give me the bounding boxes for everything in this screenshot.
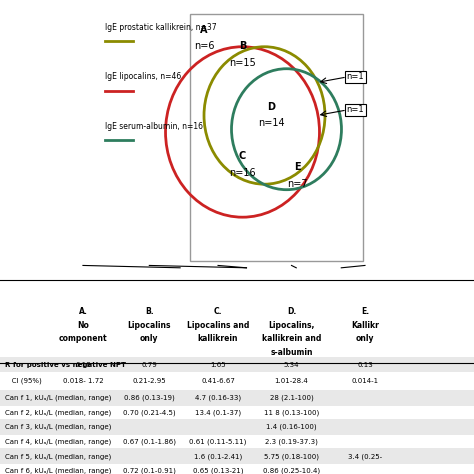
Text: 0.86 (0.13-19): 0.86 (0.13-19)	[124, 395, 175, 401]
Text: 0.79: 0.79	[141, 362, 157, 367]
Text: 13.4 (0.1-37): 13.4 (0.1-37)	[195, 409, 241, 416]
Text: A.: A.	[79, 307, 87, 316]
Text: IgE lipocalins, n=46: IgE lipocalins, n=46	[105, 73, 181, 82]
Text: C: C	[239, 152, 246, 162]
Text: 0.13: 0.13	[357, 362, 373, 367]
Text: 3.4 (0.25-: 3.4 (0.25-	[348, 453, 382, 459]
Bar	[0, 390, 474, 406]
Text: B: B	[239, 42, 246, 52]
Text: No: No	[77, 321, 89, 330]
Text: n=15: n=15	[229, 58, 256, 68]
Text: E.: E.	[361, 307, 369, 316]
Text: 0.41-6.67: 0.41-6.67	[201, 378, 235, 384]
Text: 28 (2.1-100): 28 (2.1-100)	[270, 395, 313, 401]
Text: Can f 2, kUₐ/L (median, range): Can f 2, kUₐ/L (median, range)	[5, 409, 111, 416]
Text: IgE serum-albumin, n=16: IgE serum-albumin, n=16	[105, 122, 203, 131]
Text: 0.61 (0.11-5.11): 0.61 (0.11-5.11)	[189, 438, 247, 445]
Text: 0.86 (0.25-10.4): 0.86 (0.25-10.4)	[263, 468, 320, 474]
Text: 0.72 (0.1-0.91): 0.72 (0.1-0.91)	[123, 468, 176, 474]
Text: Lipocalins and: Lipocalins and	[187, 321, 249, 330]
Text: Can f 6, kUₐ/L (median, range): Can f 6, kUₐ/L (median, range)	[5, 468, 111, 474]
Text: n=1: n=1	[346, 106, 364, 114]
Text: 2.3 (0.19-37.3): 2.3 (0.19-37.3)	[265, 438, 318, 445]
Text: 1.01-28.4: 1.01-28.4	[274, 378, 309, 384]
Text: 0.70 (0.21-4.5): 0.70 (0.21-4.5)	[123, 409, 176, 416]
Text: only: only	[356, 334, 374, 343]
Text: Lipocalins,: Lipocalins,	[268, 321, 315, 330]
Text: 5.75 (0.18-100): 5.75 (0.18-100)	[264, 453, 319, 459]
Text: C.: C.	[214, 307, 222, 316]
Bar	[0, 356, 474, 373]
Text: CI (95%): CI (95%)	[5, 378, 42, 384]
Text: Kallikr: Kallikr	[351, 321, 379, 330]
Text: 0.67 (0.1-1.86): 0.67 (0.1-1.86)	[123, 438, 176, 445]
Text: 0.014-1: 0.014-1	[351, 378, 379, 384]
Text: A: A	[200, 25, 208, 35]
Text: 11 8 (0.13-100): 11 8 (0.13-100)	[264, 409, 319, 416]
Text: kallikrein and: kallikrein and	[262, 334, 321, 343]
Text: only: only	[140, 334, 159, 343]
Text: D: D	[267, 102, 275, 112]
Text: 0.18: 0.18	[75, 362, 91, 367]
Text: E: E	[294, 163, 301, 173]
Text: n=14: n=14	[258, 118, 285, 128]
Text: 1.4 (0.16-100): 1.4 (0.16-100)	[266, 424, 317, 430]
Text: component: component	[59, 334, 107, 343]
Text: 5.34: 5.34	[284, 362, 299, 367]
Text: n=7: n=7	[287, 179, 308, 189]
Text: IgE prostatic kallikrein, n=37: IgE prostatic kallikrein, n=37	[105, 23, 217, 32]
Text: 0.65 (0.13-21): 0.65 (0.13-21)	[193, 468, 243, 474]
Text: Can f 5, kUₐ/L (median, range): Can f 5, kUₐ/L (median, range)	[5, 453, 111, 459]
Text: Lipocalins: Lipocalins	[128, 321, 171, 330]
Text: 0.018- 1.72: 0.018- 1.72	[63, 378, 103, 384]
Text: 4.7 (0.16-33): 4.7 (0.16-33)	[195, 395, 241, 401]
Bar	[0, 448, 474, 464]
Text: n=6: n=6	[194, 42, 214, 52]
Text: 0.21-2.95: 0.21-2.95	[133, 378, 166, 384]
Text: s-albumin: s-albumin	[270, 348, 313, 357]
Text: Can f 3, kUₐ/L (median, range): Can f 3, kUₐ/L (median, range)	[5, 424, 111, 430]
Text: n=1: n=1	[346, 73, 364, 82]
Text: D.: D.	[287, 307, 296, 316]
Text: B.: B.	[145, 307, 154, 316]
Text: n=16: n=16	[229, 168, 256, 178]
Text: kallikrein: kallikrein	[198, 334, 238, 343]
Text: 1.6 (0.1-2.41): 1.6 (0.1-2.41)	[194, 453, 242, 459]
Text: 1.65: 1.65	[210, 362, 226, 367]
Text: Can f 1, kUₐ/L (median, range): Can f 1, kUₐ/L (median, range)	[5, 395, 111, 401]
Text: R for positive vs negative NPT: R for positive vs negative NPT	[5, 362, 126, 367]
Bar	[0, 419, 474, 435]
Text: Can f 4, kUₐ/L (median, range): Can f 4, kUₐ/L (median, range)	[5, 438, 111, 445]
